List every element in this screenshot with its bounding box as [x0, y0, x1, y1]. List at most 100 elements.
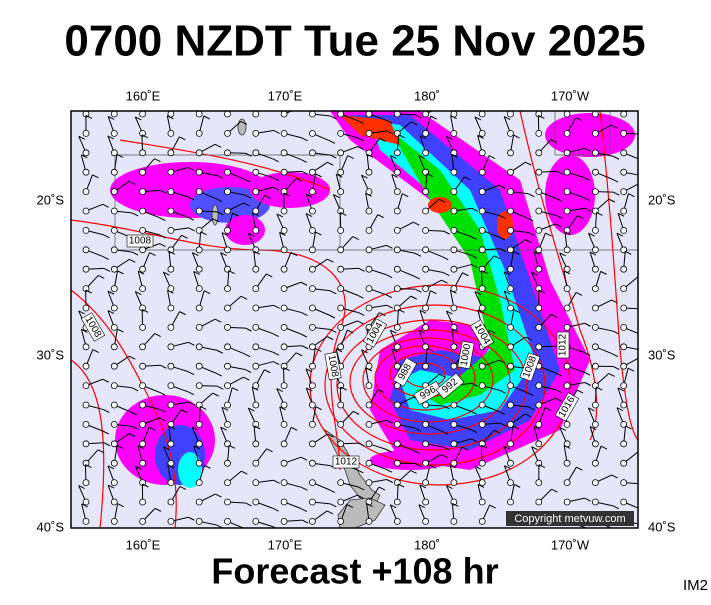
barb-station [168, 189, 174, 195]
barb-station [140, 208, 146, 214]
barb-station [423, 266, 429, 272]
barb-station [338, 227, 344, 233]
barb-flag [504, 97, 510, 100]
barb-station [338, 324, 344, 330]
barb-station [508, 460, 514, 466]
barb-station [253, 189, 259, 195]
barb-station [225, 189, 231, 195]
barb-station [196, 247, 202, 253]
barb-flag [532, 98, 538, 101]
barb-station [621, 480, 627, 486]
barb-shaft [648, 368, 652, 386]
barb-station [111, 344, 117, 350]
barb-station [564, 460, 570, 466]
barb-flag [651, 406, 657, 409]
wind-barb [649, 130, 675, 142]
barb-station [536, 208, 542, 214]
barb-station [508, 441, 514, 447]
barb-station [225, 208, 231, 214]
barb-station [479, 518, 485, 524]
barb-station [140, 344, 146, 350]
wind-barb [649, 324, 675, 335]
barb-station [592, 363, 598, 369]
barb-station [196, 344, 202, 350]
barb-station [536, 247, 542, 253]
barb-station [564, 130, 570, 136]
barb-station [168, 208, 174, 214]
barb-station [564, 208, 570, 214]
barb-station [479, 421, 485, 427]
barb-station [423, 189, 429, 195]
barb-station [111, 460, 117, 466]
barb-station [111, 305, 117, 311]
barb-station [281, 130, 287, 136]
barb-station [536, 402, 542, 408]
barb-station [508, 227, 514, 233]
barb-flag [118, 96, 124, 99]
barb-station [366, 286, 372, 292]
barb-station [479, 383, 485, 389]
barb-shaft [650, 232, 652, 250]
barb-station [592, 499, 598, 505]
barb-station [508, 111, 514, 117]
barb-station [140, 460, 146, 466]
barb-station [621, 169, 627, 175]
barb-station [649, 266, 655, 272]
wind-barb [645, 389, 655, 408]
barb-shaft [645, 389, 652, 405]
barb-station [479, 480, 485, 486]
barb-station [111, 286, 117, 292]
barb-station [423, 208, 429, 214]
barb-station [225, 402, 231, 408]
barb-station [366, 383, 372, 389]
barb-station [394, 266, 400, 272]
lat-label: 20˚S [37, 192, 65, 207]
barb-station [140, 150, 146, 156]
barb-station [508, 402, 514, 408]
wind-barb [648, 368, 655, 389]
barb-station [225, 324, 231, 330]
barb-station [83, 227, 89, 233]
barb-station [309, 305, 315, 311]
barb-station [281, 286, 287, 292]
barb-station [564, 247, 570, 253]
barb-station [394, 169, 400, 175]
barb-station [366, 305, 372, 311]
barb-station [366, 227, 372, 233]
barb-station [253, 286, 259, 292]
barb-station [225, 344, 231, 350]
barb-flag [669, 168, 675, 171]
barb-station [111, 402, 117, 408]
barb-station [111, 208, 117, 214]
barb-station [281, 499, 287, 505]
wind-barb [649, 406, 657, 427]
barb-station [83, 480, 89, 486]
barb-station [309, 130, 315, 136]
barb-station [338, 130, 344, 136]
wind-barb [649, 499, 675, 510]
barb-station [140, 227, 146, 233]
barb-station [83, 344, 89, 350]
barb-station [309, 344, 315, 350]
barb-station [338, 402, 344, 408]
barb-flag [663, 255, 669, 258]
barb-station [423, 402, 429, 408]
barb-flag [194, 97, 200, 100]
barb-station [423, 480, 429, 486]
barb-station [394, 421, 400, 427]
barb-station [479, 305, 485, 311]
barb-station [225, 150, 231, 156]
barb-station [338, 518, 344, 524]
barb-station [338, 247, 344, 253]
barb-station [111, 111, 117, 117]
barb-shaft [652, 168, 669, 173]
barb-station [451, 208, 457, 214]
barb-station [111, 499, 117, 505]
barb-station [196, 421, 202, 427]
barb-station [338, 499, 344, 505]
barb-flag [669, 489, 675, 492]
barb-station [140, 383, 146, 389]
barb-station [649, 247, 655, 253]
barb-flag [639, 358, 645, 361]
barb-station [281, 227, 287, 233]
